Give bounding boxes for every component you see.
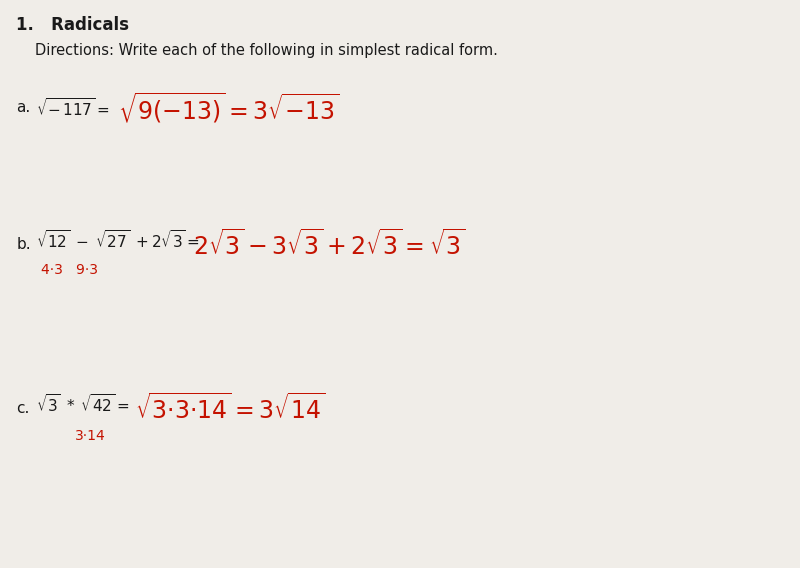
Text: a.: a. (16, 101, 30, 115)
Text: 1.   Radicals: 1. Radicals (16, 16, 129, 34)
Text: 4·3   9·3: 4·3 9·3 (42, 263, 98, 277)
Text: $2\sqrt{3}-3\sqrt{3}+2\sqrt{3}=\sqrt{3}$: $2\sqrt{3}-3\sqrt{3}+2\sqrt{3}=\sqrt{3}$ (193, 229, 466, 260)
Text: $\sqrt{-\,117} = $: $\sqrt{-\,117} = $ (36, 97, 110, 119)
Text: b.: b. (16, 237, 30, 252)
Text: 3·14: 3·14 (75, 429, 106, 442)
Text: Directions: Write each of the following in simplest radical form.: Directions: Write each of the following … (34, 43, 498, 57)
Text: $\sqrt{3{\cdot}3{\cdot}14} = 3\sqrt{14}$: $\sqrt{3{\cdot}3{\cdot}14} = 3\sqrt{14}$ (135, 394, 326, 424)
Text: $\sqrt{3}\;*\;\sqrt{42} = $: $\sqrt{3}\;*\;\sqrt{42} = $ (36, 394, 129, 415)
Text: $\sqrt{9(-13)} = 3\sqrt{-13}$: $\sqrt{9(-13)} = 3\sqrt{-13}$ (118, 90, 339, 126)
Text: $\sqrt{12}\;-\;\sqrt{27}\;+2\sqrt{3} = $: $\sqrt{12}\;-\;\sqrt{27}\;+2\sqrt{3} = $ (36, 229, 199, 250)
Text: c.: c. (16, 402, 30, 416)
